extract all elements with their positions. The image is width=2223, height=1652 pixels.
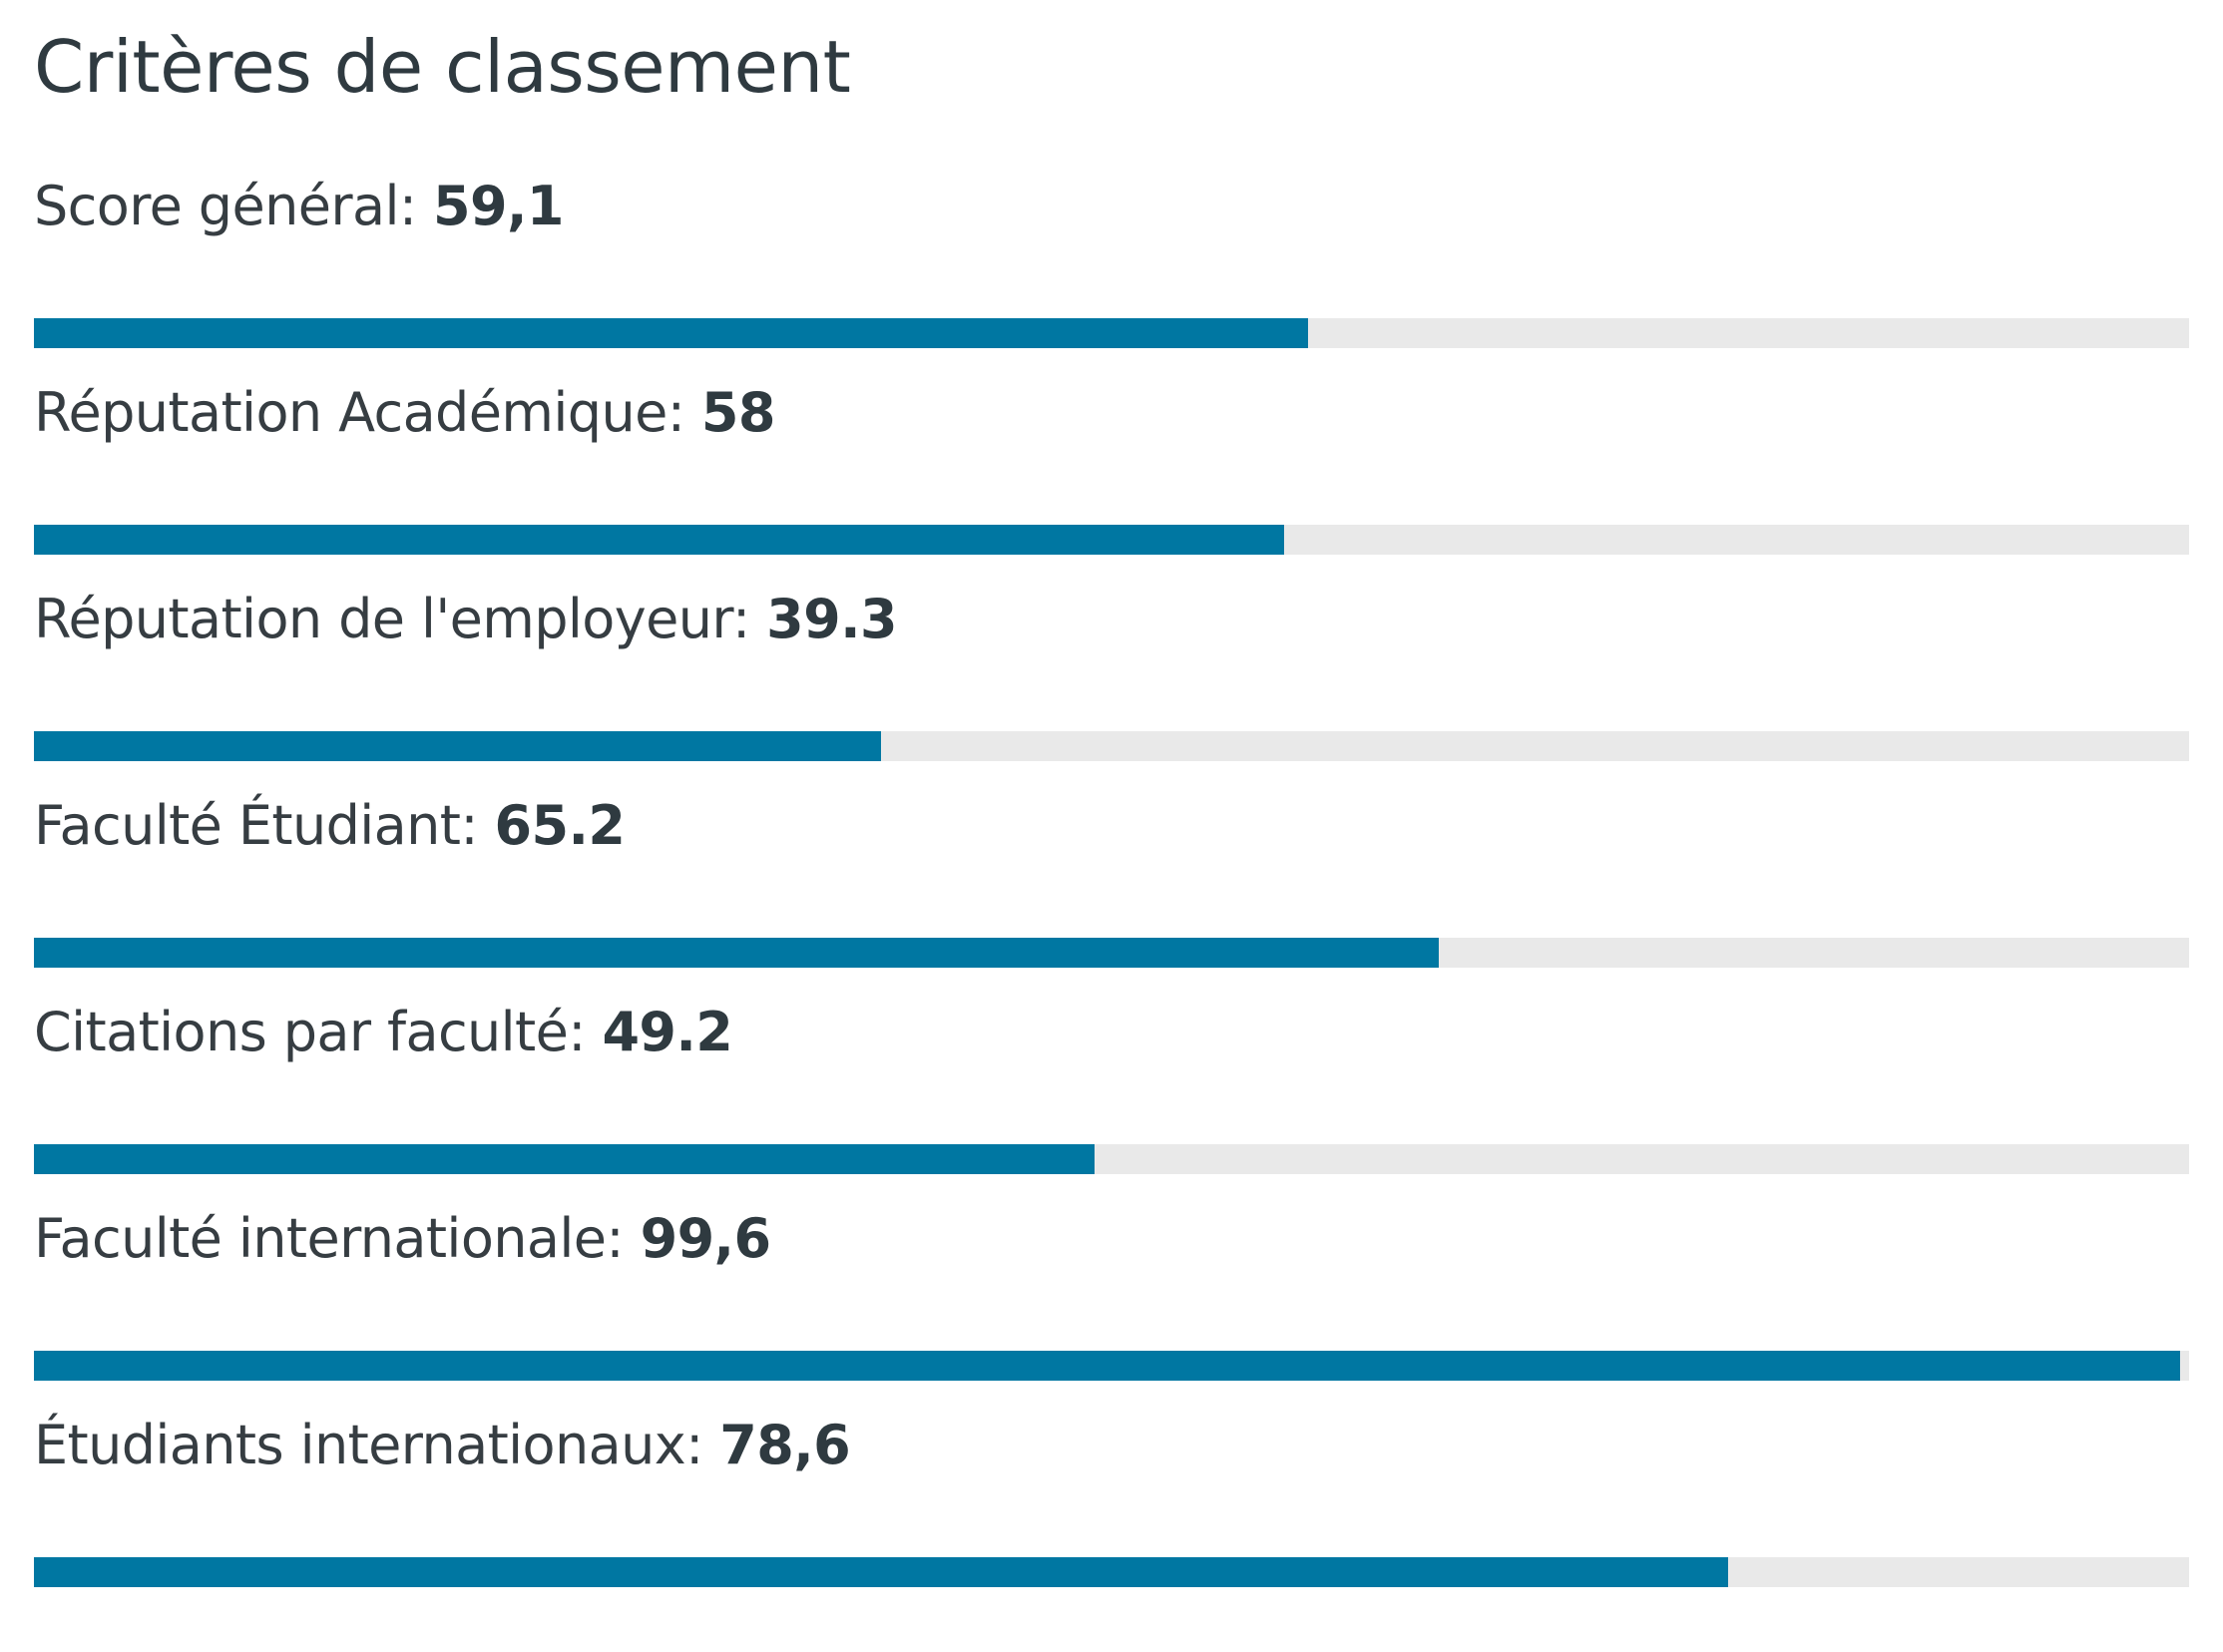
criterion-value: 78,6 [719, 1414, 851, 1476]
criterion-separator: : [606, 1207, 641, 1270]
criterion-label-row: Réputation de l'employeur: 39.3 [34, 585, 2189, 654]
score-bar-fill [34, 731, 881, 761]
score-bar-fill [34, 1144, 1095, 1174]
criterion-name: Citations par faculté [34, 1001, 569, 1063]
criterion-label-row: Citations par faculté: 49.2 [34, 998, 2189, 1067]
criterion-value: 49.2 [602, 1001, 733, 1063]
ranking-criteria-panel: Critères de classement Score général: 59… [34, 0, 2189, 1617]
score-bar-track [34, 938, 2189, 968]
criterion-separator: : [568, 1001, 603, 1063]
score-bar-track [34, 1557, 2189, 1587]
criterion-overall-score: Score général: 59,1 [34, 172, 2189, 378]
score-bar-fill [34, 525, 1284, 555]
criterion-name: Réputation Académique [34, 381, 667, 444]
score-bar-track [34, 1351, 2189, 1381]
score-bar-fill [34, 1557, 1728, 1587]
criterion-separator: : [685, 1414, 720, 1476]
criterion-name: Faculté Étudiant [34, 794, 461, 857]
criterion-international-students: Étudiants internationaux: 78,6 [34, 1411, 2189, 1617]
panel-title: Critères de classement [34, 25, 851, 109]
criterion-international-faculty: Faculté internationale: 99,6 [34, 1204, 2189, 1411]
criterion-name: Étudiants internationaux [34, 1414, 686, 1476]
criterion-employer-reputation: Réputation de l'employeur: 39.3 [34, 585, 2189, 791]
score-bar-track [34, 318, 2189, 348]
criterion-label-row: Étudiants internationaux: 78,6 [34, 1411, 2189, 1480]
score-bar-fill [34, 1351, 2181, 1381]
criterion-value: 59,1 [433, 175, 564, 237]
criterion-separator: : [667, 381, 701, 444]
criterion-separator: : [398, 175, 434, 237]
criterion-name: Score général [34, 175, 399, 237]
criterion-separator: : [732, 588, 767, 650]
criterion-faculty-student: Faculté Étudiant: 65.2 [34, 791, 2189, 998]
score-bar-track [34, 1144, 2189, 1174]
score-bar-track [34, 731, 2189, 761]
criterion-value: 39.3 [766, 588, 898, 650]
criterion-citations-per-faculty: Citations par faculté: 49.2 [34, 998, 2189, 1204]
criterion-name: Faculté internationale [34, 1207, 607, 1270]
score-bar-track [34, 525, 2189, 555]
criterion-name: Réputation de l'employeur [34, 588, 733, 650]
score-bar-fill [34, 318, 1308, 348]
criterion-value: 58 [700, 381, 776, 444]
criterion-label-row: Score général: 59,1 [34, 172, 2189, 241]
criterion-value: 99,6 [640, 1207, 771, 1270]
criterion-academic-reputation: Réputation Académique: 58 [34, 378, 2189, 585]
criterion-label-row: Faculté Étudiant: 65.2 [34, 791, 2189, 861]
criterion-label-row: Réputation Académique: 58 [34, 378, 2189, 448]
criterion-separator: : [460, 794, 495, 857]
score-bar-fill [34, 938, 1440, 968]
criterion-label-row: Faculté internationale: 99,6 [34, 1204, 2189, 1274]
criteria-list: Score général: 59,1 Réputation Académiqu… [34, 172, 2189, 1617]
criterion-value: 65.2 [494, 794, 626, 857]
